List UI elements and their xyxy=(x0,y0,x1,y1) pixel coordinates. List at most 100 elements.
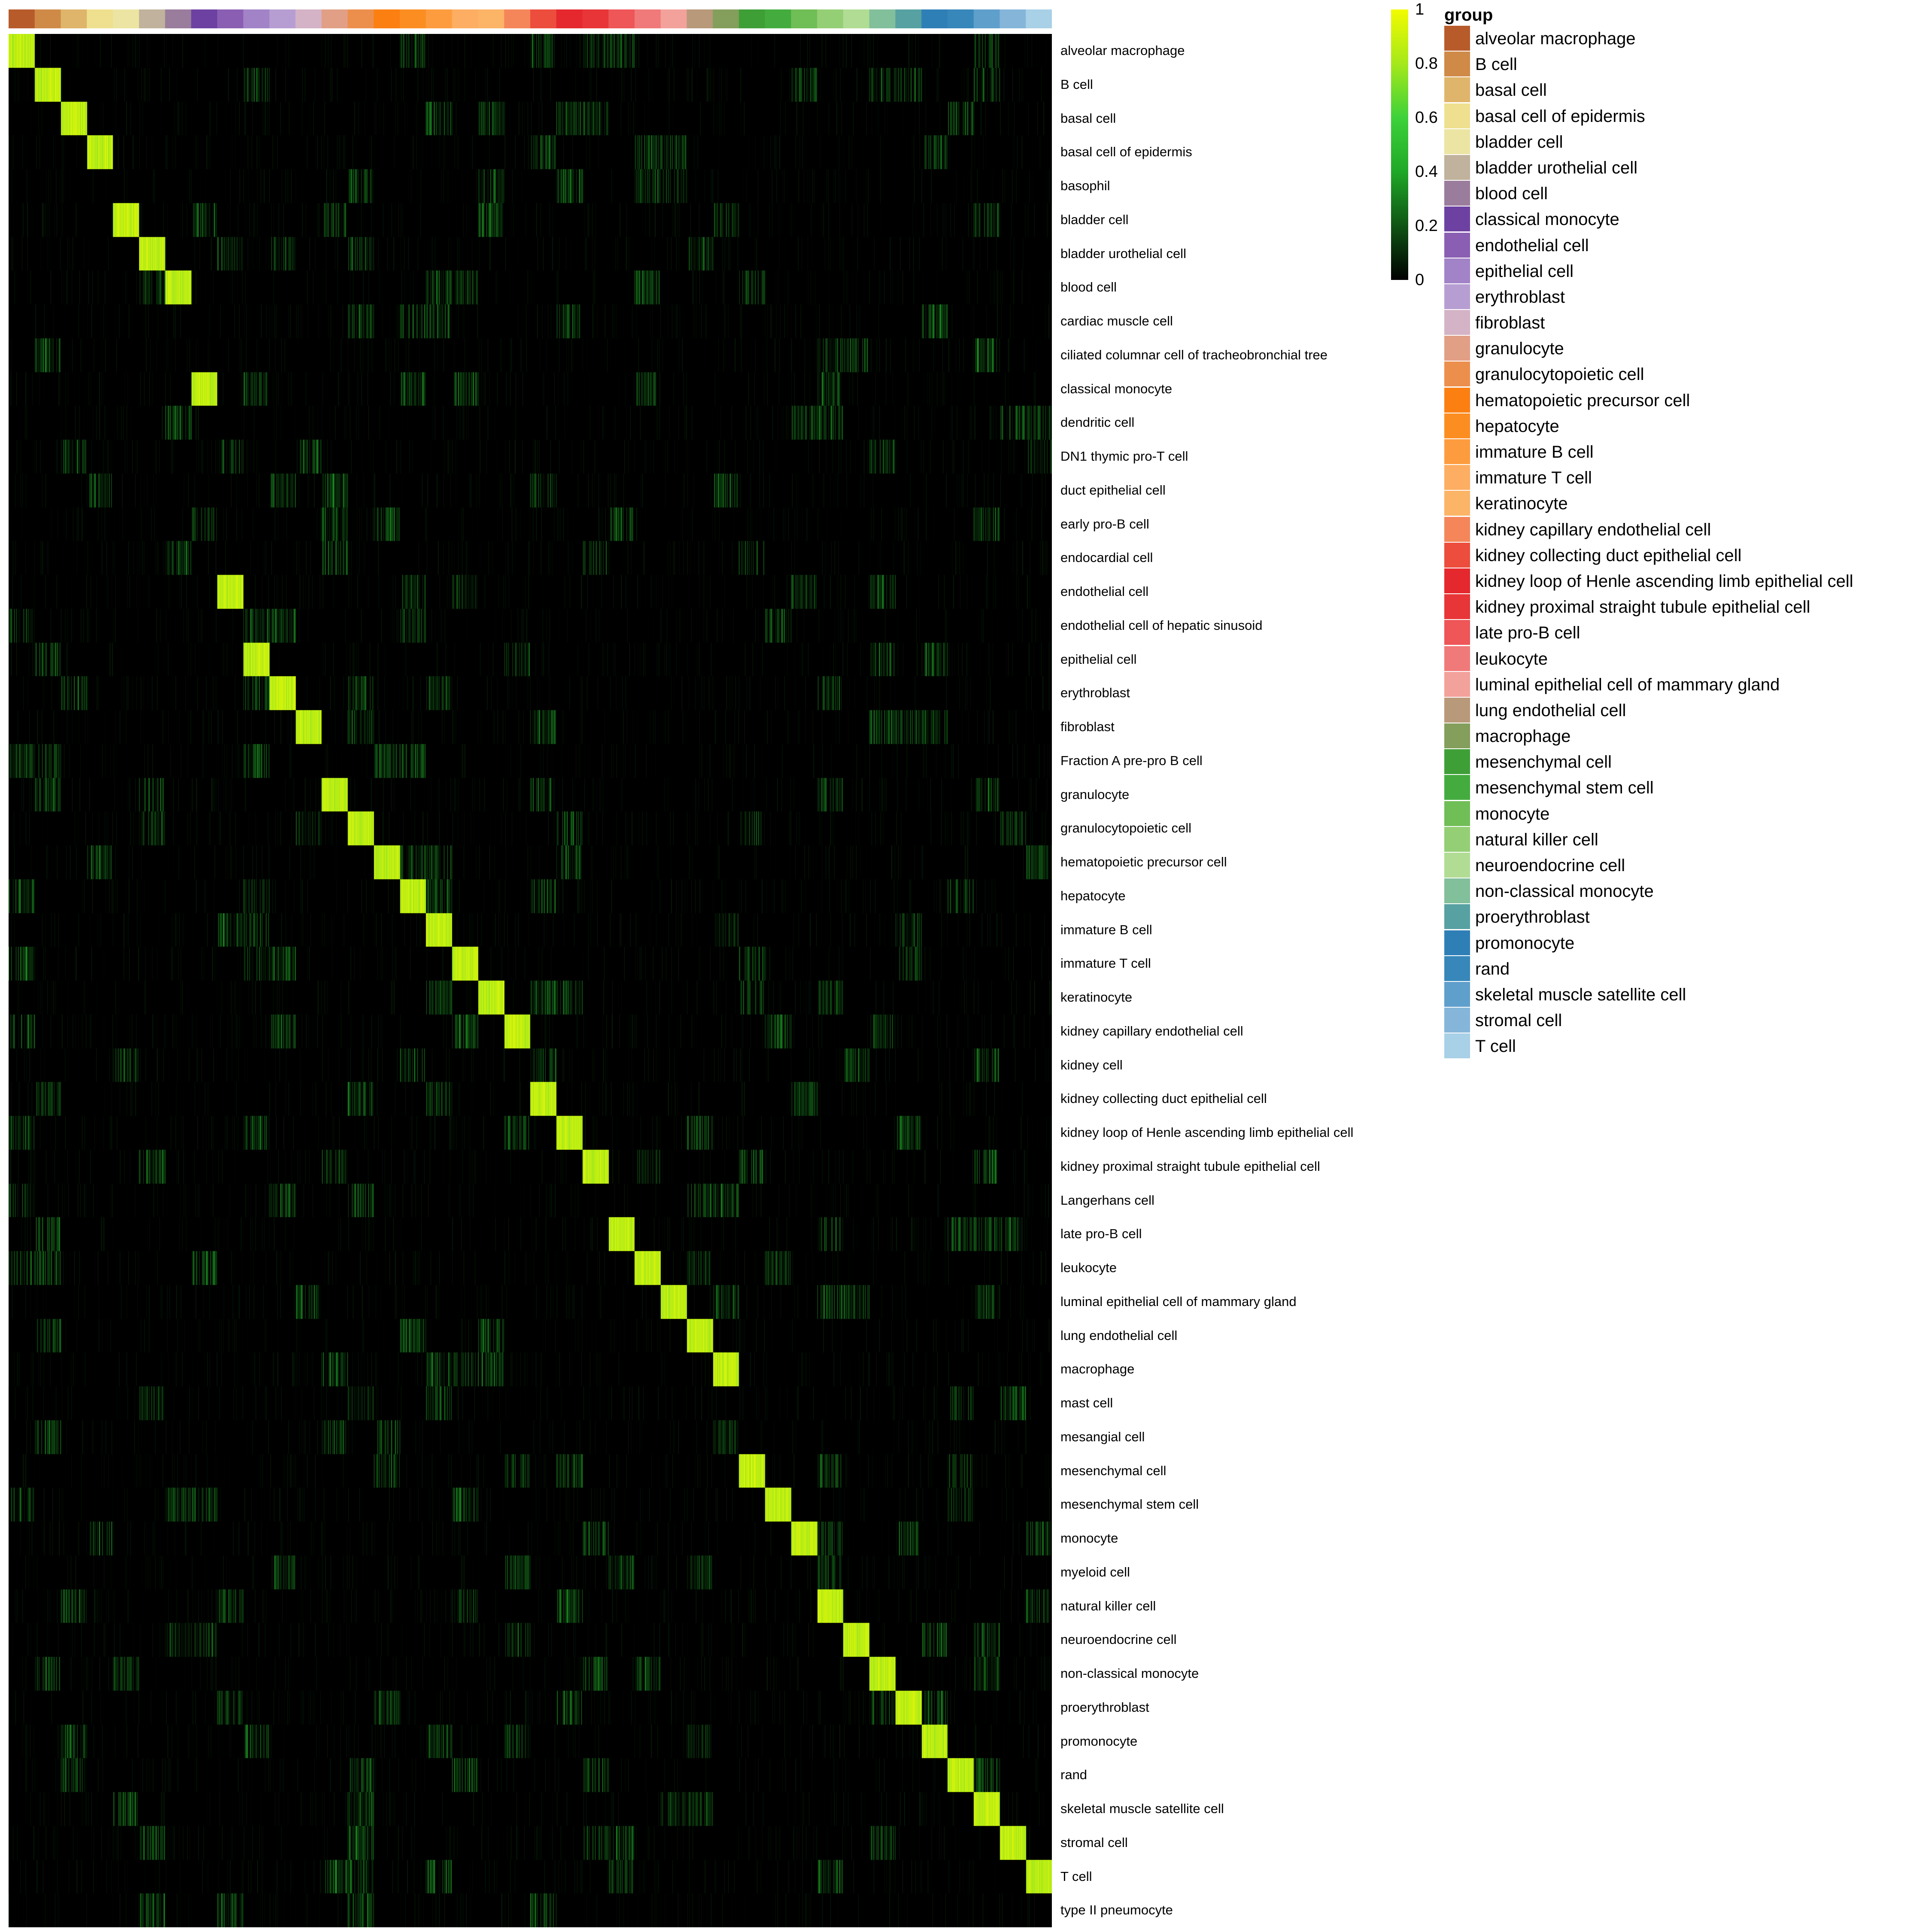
row-label: neuroendocrine cell xyxy=(1060,1632,1177,1647)
row-label: stromal cell xyxy=(1060,1835,1128,1850)
annotation-segment xyxy=(295,9,322,28)
legend-label: B cell xyxy=(1475,55,1517,74)
row-label: cardiac muscle cell xyxy=(1060,313,1173,328)
annotation-segment xyxy=(582,9,609,28)
colorbar-tick-label: 1 xyxy=(1415,0,1425,18)
row-label: luminal epithelial cell of mammary gland xyxy=(1060,1294,1297,1309)
annotation-segment xyxy=(504,9,531,28)
colorbar-tick-label: 0.8 xyxy=(1415,55,1438,73)
annotation-segment xyxy=(869,9,896,28)
annotation-segment xyxy=(687,9,713,28)
legend-label: fibroblast xyxy=(1475,313,1545,333)
legend-swatch xyxy=(1444,207,1470,232)
row-label: immature T cell xyxy=(1060,956,1151,971)
row-label: basal cell xyxy=(1060,110,1116,126)
row-label: macrophage xyxy=(1060,1361,1135,1377)
legend-item: natural killer cell xyxy=(1444,826,1929,853)
legend-label: kidney capillary endothelial cell xyxy=(1475,520,1711,539)
annotation-segment xyxy=(556,9,583,28)
row-label: B cell xyxy=(1060,76,1093,92)
legend-swatch xyxy=(1444,361,1470,387)
legend-label: kidney collecting duct epithelial cell xyxy=(1475,546,1742,565)
legend-item: hematopoietic precursor cell xyxy=(1444,387,1929,413)
legend-label: basal cell of epidermis xyxy=(1475,106,1645,126)
row-label: myeloid cell xyxy=(1060,1564,1130,1580)
legend-swatch xyxy=(1444,26,1470,51)
legend-swatch xyxy=(1444,826,1470,852)
legend-swatch xyxy=(1444,155,1470,180)
row-label: early pro-B cell xyxy=(1060,516,1149,532)
legend-item: epithelial cell xyxy=(1444,258,1929,284)
legend-item: keratinocyte xyxy=(1444,491,1929,516)
legend-item: proerythroblast xyxy=(1444,904,1929,930)
legend-label: hematopoietic precursor cell xyxy=(1475,391,1690,410)
row-label: lung endothelial cell xyxy=(1060,1327,1178,1343)
annotation-segment xyxy=(635,9,661,28)
legend-swatch xyxy=(1444,232,1470,258)
legend-swatch xyxy=(1444,258,1470,283)
legend-item: non-classical monocyte xyxy=(1444,878,1929,904)
legend-item: kidney capillary endothelial cell xyxy=(1444,516,1929,543)
legend-swatch xyxy=(1444,981,1470,1007)
legend-item: classical monocyte xyxy=(1444,207,1929,232)
row-label: epithelial cell xyxy=(1060,651,1137,667)
colorbar-tick-label: 0.2 xyxy=(1415,217,1438,235)
legend-swatch xyxy=(1444,930,1470,955)
legend-item: endothelial cell xyxy=(1444,232,1929,258)
legend-swatch xyxy=(1444,904,1470,930)
group-annotation-bar xyxy=(9,9,1052,28)
legend-swatch xyxy=(1444,439,1470,464)
legend-swatch xyxy=(1444,801,1470,826)
legend-label: late pro-B cell xyxy=(1475,623,1580,643)
legend-label: bladder cell xyxy=(1475,132,1563,152)
legend-label: immature T cell xyxy=(1475,468,1592,488)
annotation-segment xyxy=(347,9,374,28)
legend-swatch xyxy=(1444,646,1470,671)
annotation-segment xyxy=(973,9,1000,28)
legend-label: keratinocyte xyxy=(1475,494,1568,513)
legend-item: hepatocyte xyxy=(1444,413,1929,439)
legend-item: monocyte xyxy=(1444,801,1929,827)
colorbar-tick-label: 0 xyxy=(1415,271,1425,289)
row-label: immature B cell xyxy=(1060,922,1152,937)
legend-swatch xyxy=(1444,310,1470,335)
legend-swatch xyxy=(1444,129,1470,154)
legend-item: late pro-B cell xyxy=(1444,620,1929,646)
annotation-segment xyxy=(843,9,870,28)
legend-swatch xyxy=(1444,620,1470,645)
legend-item: mesenchymal stem cell xyxy=(1444,775,1929,801)
row-labels: alveolar macrophage B cell basal cell basal… xyxy=(1060,34,1421,1927)
legend-label: skeletal muscle satellite cell xyxy=(1475,985,1686,1004)
annotation-segment xyxy=(948,9,974,28)
annotation-segment xyxy=(765,9,791,28)
annotation-segment xyxy=(400,9,426,28)
annotation-segment xyxy=(791,9,817,28)
legend-item: promonocyte xyxy=(1444,930,1929,956)
legend-label: classical monocyte xyxy=(1475,210,1619,229)
legend-swatch xyxy=(1444,52,1470,77)
row-label: endocardial cell xyxy=(1060,550,1153,565)
legend-label: macrophage xyxy=(1475,727,1571,746)
annotation-segment xyxy=(139,9,165,28)
annotation-segment xyxy=(34,9,61,28)
row-label: mast cell xyxy=(1060,1395,1113,1410)
legend-item: luminal epithelial cell of mammary gland xyxy=(1444,671,1929,698)
row-label: natural killer cell xyxy=(1060,1598,1156,1613)
legend-item: basal cell xyxy=(1444,77,1929,103)
annotation-segment xyxy=(452,9,478,28)
row-label: fibroblast xyxy=(1060,719,1115,734)
legend-item: kidney collecting duct epithelial cell xyxy=(1444,542,1929,568)
row-label: Langerhans cell xyxy=(1060,1192,1154,1208)
legend-swatch xyxy=(1444,77,1470,103)
row-label: promonocyte xyxy=(1060,1733,1138,1749)
row-label: skeletal muscle satellite cell xyxy=(1060,1801,1224,1816)
row-label: rand xyxy=(1060,1767,1088,1783)
legend-swatch xyxy=(1444,775,1470,800)
legend-label: stromal cell xyxy=(1475,1011,1562,1030)
row-label: ciliated columnar cell of tracheobronchi… xyxy=(1060,347,1328,362)
legend-label: erythroblast xyxy=(1475,287,1565,307)
legend-label: neuroendocrine cell xyxy=(1475,856,1625,875)
legend-label: mesenchymal cell xyxy=(1475,753,1612,772)
row-label: mesenchymal cell xyxy=(1060,1463,1166,1478)
row-label: duct epithelial cell xyxy=(1060,482,1166,498)
